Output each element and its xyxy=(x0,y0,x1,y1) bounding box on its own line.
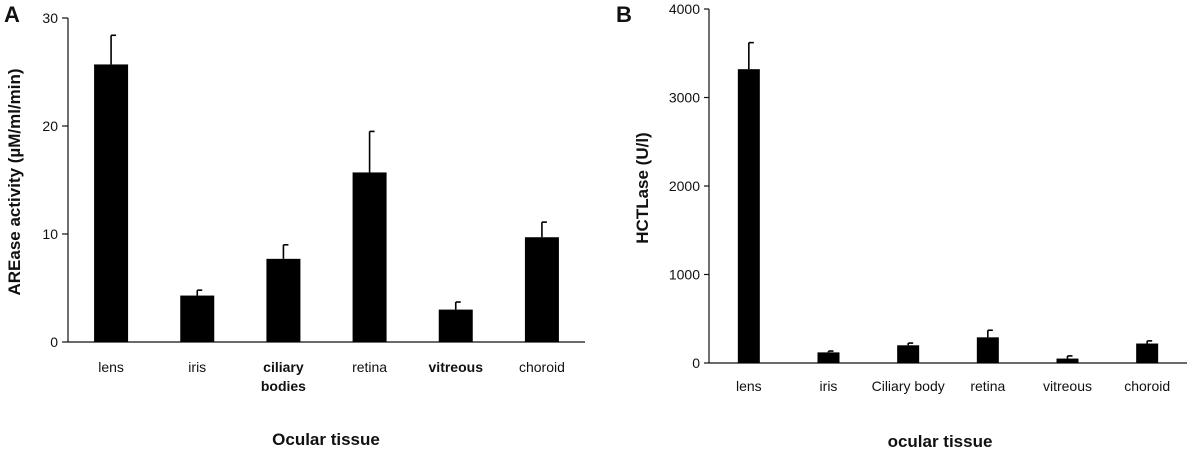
category-label-4: vitreous xyxy=(429,359,484,375)
category-label-5: choroid xyxy=(1124,378,1170,394)
category-label-1: iris xyxy=(188,359,206,375)
y-tick-label: 0 xyxy=(50,334,58,350)
panel-a: A AREase activity (µM/ml/min) Ocular tis… xyxy=(4,2,585,449)
panel-a-x-axis-title: Ocular tissue xyxy=(272,430,380,449)
y-tick-label: 10 xyxy=(42,226,58,242)
category-label-4: vitreous xyxy=(1043,378,1092,394)
bar-3 xyxy=(976,337,999,363)
category-label-3: retina xyxy=(352,359,387,375)
category-label-0: lens xyxy=(98,359,124,375)
category-label-line: iris xyxy=(820,378,838,394)
category-label-3: retina xyxy=(970,378,1005,394)
category-label-2: Ciliary body xyxy=(872,378,945,394)
panel-a-y-axis-title: AREase activity (µM/ml/min) xyxy=(5,68,24,295)
category-label-line: lens xyxy=(736,378,762,394)
category-label-line: bodies xyxy=(261,378,306,394)
panel-b-x-axis-title: ocular tissue xyxy=(888,432,993,451)
category-label-line: choroid xyxy=(1124,378,1170,394)
category-label-line: retina xyxy=(352,359,387,375)
bar-0 xyxy=(94,64,129,342)
panel-a-letter: A xyxy=(4,2,20,27)
category-label-line: ciliary xyxy=(263,359,304,375)
category-label-line: vitreous xyxy=(1043,378,1092,394)
y-tick-label: 1000 xyxy=(669,267,700,283)
category-label-line: Ciliary body xyxy=(872,378,945,394)
category-label-line: iris xyxy=(188,359,206,375)
panel-b-letter: B xyxy=(616,2,632,27)
category-label-line: choroid xyxy=(519,359,565,375)
y-tick-label: 4000 xyxy=(669,1,700,17)
y-tick-label: 2000 xyxy=(669,178,700,194)
category-label-line: lens xyxy=(98,359,124,375)
panel-b-plot-area: 0 1000 2000 3000 4000 lens iris Ciliary body ret… xyxy=(669,1,1187,394)
bar-0 xyxy=(737,69,760,364)
panel-b: B HCTLase (U/l) ocular tissue 0 1000 2000 3… xyxy=(616,1,1187,451)
panel-b-y-axis-title: HCTLase (U/l) xyxy=(633,132,652,243)
bar-1 xyxy=(180,295,215,342)
category-label-5: choroid xyxy=(519,359,565,375)
category-label-2: ciliary bodies xyxy=(261,359,306,394)
bar-2 xyxy=(897,345,920,363)
category-label-0: lens xyxy=(736,378,762,394)
category-label-line: vitreous xyxy=(429,359,484,375)
y-tick-label: 0 xyxy=(692,355,700,371)
bar-5 xyxy=(524,237,559,342)
y-tick-label: 3000 xyxy=(669,90,700,106)
bar-4 xyxy=(1056,358,1079,363)
bar-2 xyxy=(266,258,301,342)
category-label-1: iris xyxy=(820,378,838,394)
category-label-line: retina xyxy=(970,378,1005,394)
bar-1 xyxy=(817,352,840,363)
bar-4 xyxy=(438,309,473,342)
panel-a-plot-area: 0 10 20 30 lens iris ciliary bodies retina vitreo… xyxy=(42,10,585,394)
bar-3 xyxy=(352,172,387,342)
bar-5 xyxy=(1136,343,1159,363)
y-tick-label: 30 xyxy=(42,10,58,26)
y-tick-label: 20 xyxy=(42,118,58,134)
